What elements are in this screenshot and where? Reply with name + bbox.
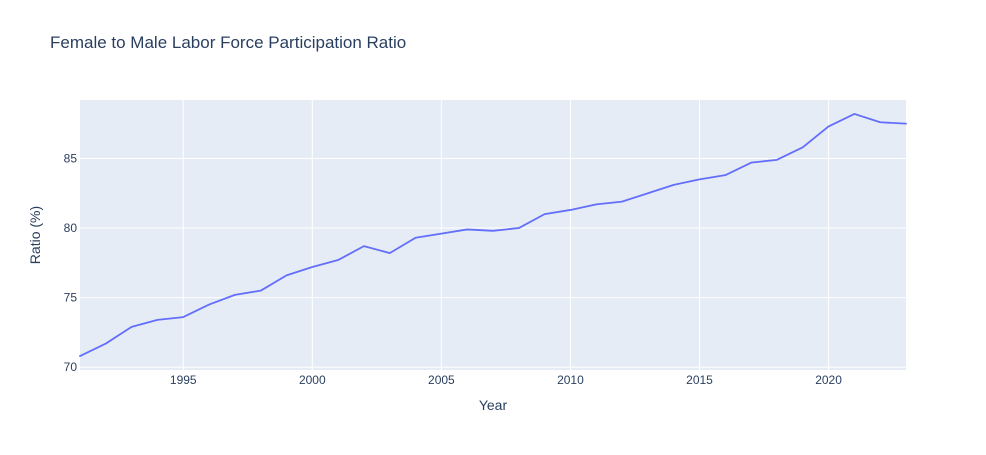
- data-point: [723, 173, 727, 177]
- data-point: [104, 342, 108, 346]
- x-tick-label: 2015: [686, 373, 713, 387]
- x-tick-label: 2000: [299, 373, 326, 387]
- data-point: [672, 183, 676, 187]
- data-point: [517, 226, 521, 230]
- data-point: [491, 229, 495, 233]
- data-point: [749, 161, 753, 165]
- data-point: [568, 208, 572, 212]
- data-point: [827, 124, 831, 128]
- data-point: [904, 122, 908, 126]
- data-point: [698, 177, 702, 181]
- y-tick-label: 85: [64, 151, 78, 165]
- plot-area: [80, 100, 906, 370]
- data-point: [259, 289, 263, 293]
- data-point: [775, 158, 779, 162]
- y-tick-label: 70: [64, 360, 78, 374]
- y-tick-label: 80: [64, 221, 78, 235]
- data-point: [543, 212, 547, 216]
- data-point: [620, 200, 624, 204]
- data-point: [594, 202, 598, 206]
- data-point: [362, 244, 366, 248]
- series-line: [79, 113, 907, 357]
- data-point: [878, 120, 882, 124]
- data-point: [155, 318, 159, 322]
- data-point: [465, 227, 469, 231]
- data-point: [646, 191, 650, 195]
- x-tick-label: 1995: [170, 373, 197, 387]
- data-point: [207, 303, 211, 307]
- data-point: [310, 265, 314, 269]
- data-point: [285, 273, 289, 277]
- data-point: [439, 232, 443, 236]
- data-point: [852, 112, 856, 116]
- y-axis-title: Ratio (%): [27, 206, 43, 264]
- x-axis-title: Year: [479, 397, 508, 413]
- x-tick-label: 2010: [557, 373, 584, 387]
- data-point: [233, 293, 237, 297]
- data-point: [130, 325, 134, 329]
- data-point: [181, 315, 185, 319]
- data-point: [78, 354, 82, 358]
- y-tick-label: 75: [64, 291, 78, 305]
- chart-title: Female to Male Labor Force Participation…: [50, 33, 407, 52]
- data-point: [336, 258, 340, 262]
- data-point: [388, 251, 392, 255]
- x-tick-label: 2020: [815, 373, 842, 387]
- data-point: [414, 236, 418, 240]
- data-point: [801, 145, 805, 149]
- x-tick-label: 2005: [428, 373, 455, 387]
